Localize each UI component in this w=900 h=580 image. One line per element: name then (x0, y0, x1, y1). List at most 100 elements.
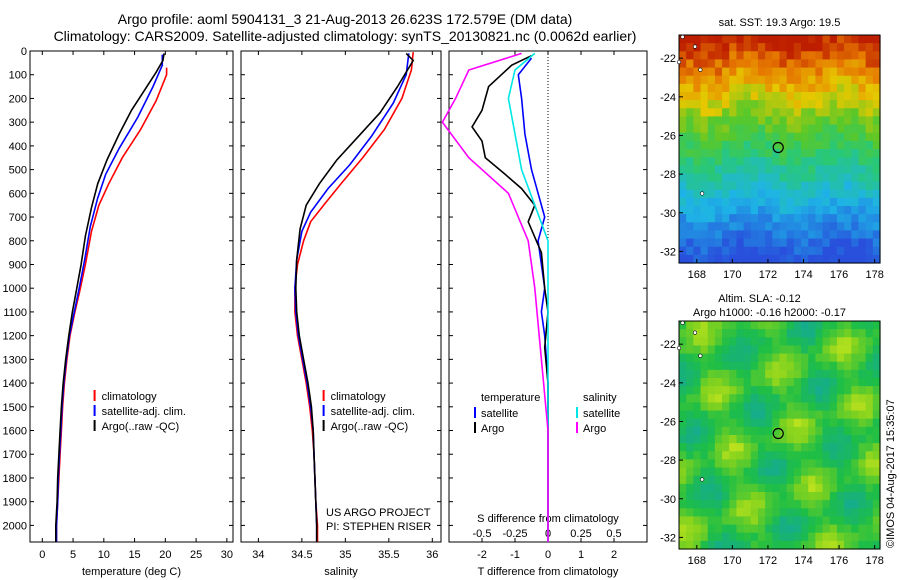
map-cell (743, 532, 752, 542)
map-cell (679, 435, 687, 444)
map-cell (801, 124, 809, 134)
map-cell (679, 222, 687, 232)
map-cell (844, 451, 852, 461)
map-cell (772, 508, 781, 518)
map-cell (714, 100, 723, 109)
map-cell (679, 426, 687, 436)
map-cell (815, 43, 824, 52)
map-cell (815, 402, 824, 412)
map-cell (765, 222, 773, 232)
map-cell (858, 394, 867, 404)
map-cell (808, 467, 816, 477)
map-cell (765, 329, 773, 338)
map-cell (707, 540, 716, 550)
map-cell (851, 43, 860, 52)
map-cell (786, 43, 795, 52)
x-axis-label-salinity: salinity (324, 566, 358, 578)
depth-tick-label: 1000 (3, 283, 27, 295)
map-cell (736, 337, 745, 347)
map-cell (786, 329, 795, 338)
map-y-tick-label: -30 (660, 494, 676, 506)
map-x-tick-label: 174 (794, 555, 812, 567)
map-cell (693, 500, 702, 509)
map-cell (714, 67, 723, 77)
map-cell (793, 329, 802, 338)
map-cell (757, 230, 766, 240)
map-cell (750, 532, 759, 542)
map-cell (829, 361, 838, 371)
map-cell (836, 329, 845, 338)
map-cell (693, 353, 702, 363)
map-cell (765, 83, 773, 93)
map-cell (772, 435, 781, 444)
map-cell (693, 108, 702, 118)
map-cell (750, 410, 759, 420)
depth-tick-label: 800 (9, 236, 27, 248)
map-cell (729, 386, 738, 395)
map-cell (829, 43, 838, 52)
map-cell (815, 59, 824, 69)
series-line-salinity-argo (441, 52, 549, 542)
map-cell (858, 483, 867, 493)
map-cell (750, 508, 759, 518)
map-cell (743, 435, 752, 444)
map-cell (743, 100, 752, 109)
map-cell (707, 246, 716, 256)
map-cell (865, 426, 874, 436)
map-cell (779, 149, 788, 158)
map-cell (786, 140, 795, 150)
map-cell (844, 189, 852, 199)
map-cell (707, 197, 716, 207)
map-cell (707, 467, 716, 477)
map-cell (729, 43, 738, 52)
map-cell (844, 35, 852, 44)
map-cell (844, 435, 852, 444)
map-cell (700, 189, 709, 199)
map-cell (829, 181, 838, 191)
map-cell (801, 214, 809, 223)
map-cell (836, 321, 845, 330)
map-cell (736, 157, 745, 166)
map-cell (714, 426, 723, 436)
map-cell (836, 92, 845, 101)
map-cell (765, 51, 773, 61)
map-cell (693, 92, 702, 101)
map-cell (808, 140, 816, 150)
depth-tick-label: 1900 (3, 497, 27, 509)
map-cell (872, 394, 881, 404)
map-x-tick-label: 176 (830, 269, 848, 281)
map-cell (729, 532, 738, 542)
map-cell (686, 443, 694, 452)
map-cell (686, 516, 694, 526)
map-cell (707, 157, 716, 166)
map-cell (844, 238, 852, 248)
map-cell (736, 500, 745, 509)
map-cell (729, 516, 738, 526)
map-cell (815, 459, 824, 469)
map-cell (786, 361, 795, 371)
map-cell (829, 51, 838, 61)
map-cell (801, 402, 809, 412)
map-cell (851, 254, 860, 264)
map-cell (736, 475, 745, 485)
legend-label: satellite (481, 408, 518, 420)
map-cell (865, 149, 874, 158)
map-cell (714, 443, 723, 452)
map-cell (822, 329, 831, 338)
map-cell (714, 149, 723, 158)
map-cell (736, 230, 745, 240)
map-cell (872, 410, 881, 420)
depth-tick-label: 400 (9, 141, 27, 153)
map-cell (829, 426, 838, 436)
map-cell (786, 35, 795, 44)
map-cell (750, 516, 759, 526)
map-cell (858, 59, 867, 69)
map-cell (765, 451, 773, 461)
map-cell (722, 394, 730, 404)
map-cell (815, 92, 824, 101)
map-cell (707, 378, 716, 387)
map-cell (743, 51, 752, 61)
map-cell (872, 361, 881, 371)
map-cell (736, 206, 745, 215)
map-cell (844, 83, 852, 93)
